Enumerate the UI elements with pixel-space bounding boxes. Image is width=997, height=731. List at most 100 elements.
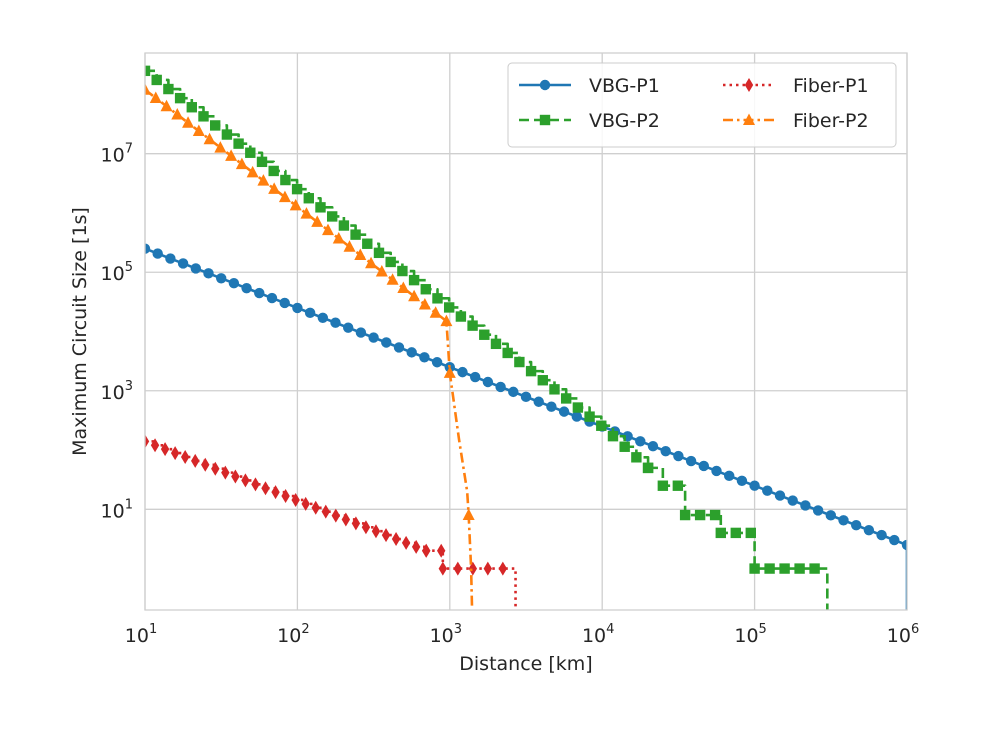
data-point xyxy=(326,211,338,222)
data-point xyxy=(330,317,341,328)
data-point xyxy=(411,539,421,554)
data-point xyxy=(203,132,216,145)
data-point xyxy=(672,480,684,491)
data-point xyxy=(351,516,361,531)
series-vbg-p2 xyxy=(145,65,829,610)
data-point xyxy=(303,193,314,204)
data-point xyxy=(876,529,887,541)
data-point xyxy=(289,198,302,211)
legend-box xyxy=(507,62,897,148)
data-point xyxy=(508,386,519,398)
data-point xyxy=(685,455,697,467)
data-point xyxy=(163,83,174,95)
data-point xyxy=(381,528,391,543)
data-point xyxy=(455,311,467,322)
data-point xyxy=(191,453,200,468)
data-point xyxy=(354,248,367,260)
data-point xyxy=(231,469,240,484)
series-fiber-p2 xyxy=(145,83,475,610)
data-point xyxy=(596,420,607,431)
x-tick-label: 103 xyxy=(430,622,462,647)
y-tick-label: 107 xyxy=(101,142,133,167)
data-point xyxy=(341,512,351,527)
data-point xyxy=(406,347,417,358)
data-point xyxy=(546,401,557,412)
data-point xyxy=(533,396,544,407)
data-point xyxy=(338,220,350,231)
data-point xyxy=(221,129,233,140)
data-point xyxy=(825,510,836,521)
y-tick-label: 105 xyxy=(101,260,133,285)
data-point xyxy=(373,247,385,259)
data-point xyxy=(279,297,290,309)
y-tick-label: 101 xyxy=(101,497,133,522)
legend-entry-fiber-p2: Fiber-P2 xyxy=(723,110,869,132)
data-point xyxy=(165,253,176,264)
data-point xyxy=(779,563,790,574)
data-point xyxy=(151,74,162,86)
data-point xyxy=(679,509,691,521)
data-point xyxy=(440,314,453,327)
data-point xyxy=(201,457,210,472)
series-lines xyxy=(145,65,907,610)
data-point xyxy=(660,445,671,457)
data-point xyxy=(241,473,250,488)
data-point xyxy=(560,393,572,404)
data-point xyxy=(514,356,525,368)
data-point xyxy=(211,461,220,476)
data-point xyxy=(571,411,582,422)
data-point xyxy=(149,91,162,103)
data-point xyxy=(749,563,760,574)
data-point xyxy=(256,156,268,168)
plot-frame xyxy=(144,52,908,611)
data-point xyxy=(635,436,646,447)
data-point xyxy=(315,202,326,213)
data-point xyxy=(145,65,151,77)
x-tick-label: 102 xyxy=(277,622,309,647)
data-point xyxy=(549,384,560,395)
data-point xyxy=(812,505,824,516)
data-point xyxy=(280,174,291,186)
data-point xyxy=(709,509,721,521)
data-point xyxy=(631,452,642,463)
data-point xyxy=(254,287,265,299)
data-point xyxy=(368,332,379,343)
data-point xyxy=(150,438,160,453)
data-point xyxy=(268,165,279,177)
data-point xyxy=(311,500,320,515)
data-point xyxy=(160,99,173,112)
data-point xyxy=(745,527,756,539)
data-point xyxy=(429,306,442,318)
data-point xyxy=(438,561,448,576)
data-point xyxy=(694,509,706,521)
data-point xyxy=(408,289,421,302)
data-point xyxy=(268,182,281,194)
data-point xyxy=(457,366,468,378)
data-point xyxy=(386,273,399,285)
data-point xyxy=(418,298,431,310)
data-point xyxy=(355,327,367,338)
data-point xyxy=(198,111,209,122)
data-point xyxy=(361,520,371,535)
data-point xyxy=(362,238,373,249)
data-point xyxy=(558,406,570,417)
data-point xyxy=(381,337,392,348)
data-point xyxy=(251,477,260,492)
data-point xyxy=(145,434,150,449)
data-point xyxy=(483,561,493,576)
data-point xyxy=(889,534,900,546)
legend-label: Fiber-P1 xyxy=(793,75,869,97)
data-point xyxy=(851,520,862,531)
data-point xyxy=(525,365,537,377)
data-point xyxy=(266,292,278,304)
legend-label: Fiber-P2 xyxy=(793,110,869,132)
data-point xyxy=(470,371,481,383)
data-point xyxy=(436,543,446,558)
legend-marker xyxy=(743,113,755,125)
data-point xyxy=(304,307,316,319)
data-point xyxy=(190,263,201,274)
x-tick-label: 106 xyxy=(887,622,919,647)
data-point xyxy=(281,489,290,504)
data-point xyxy=(301,496,310,511)
